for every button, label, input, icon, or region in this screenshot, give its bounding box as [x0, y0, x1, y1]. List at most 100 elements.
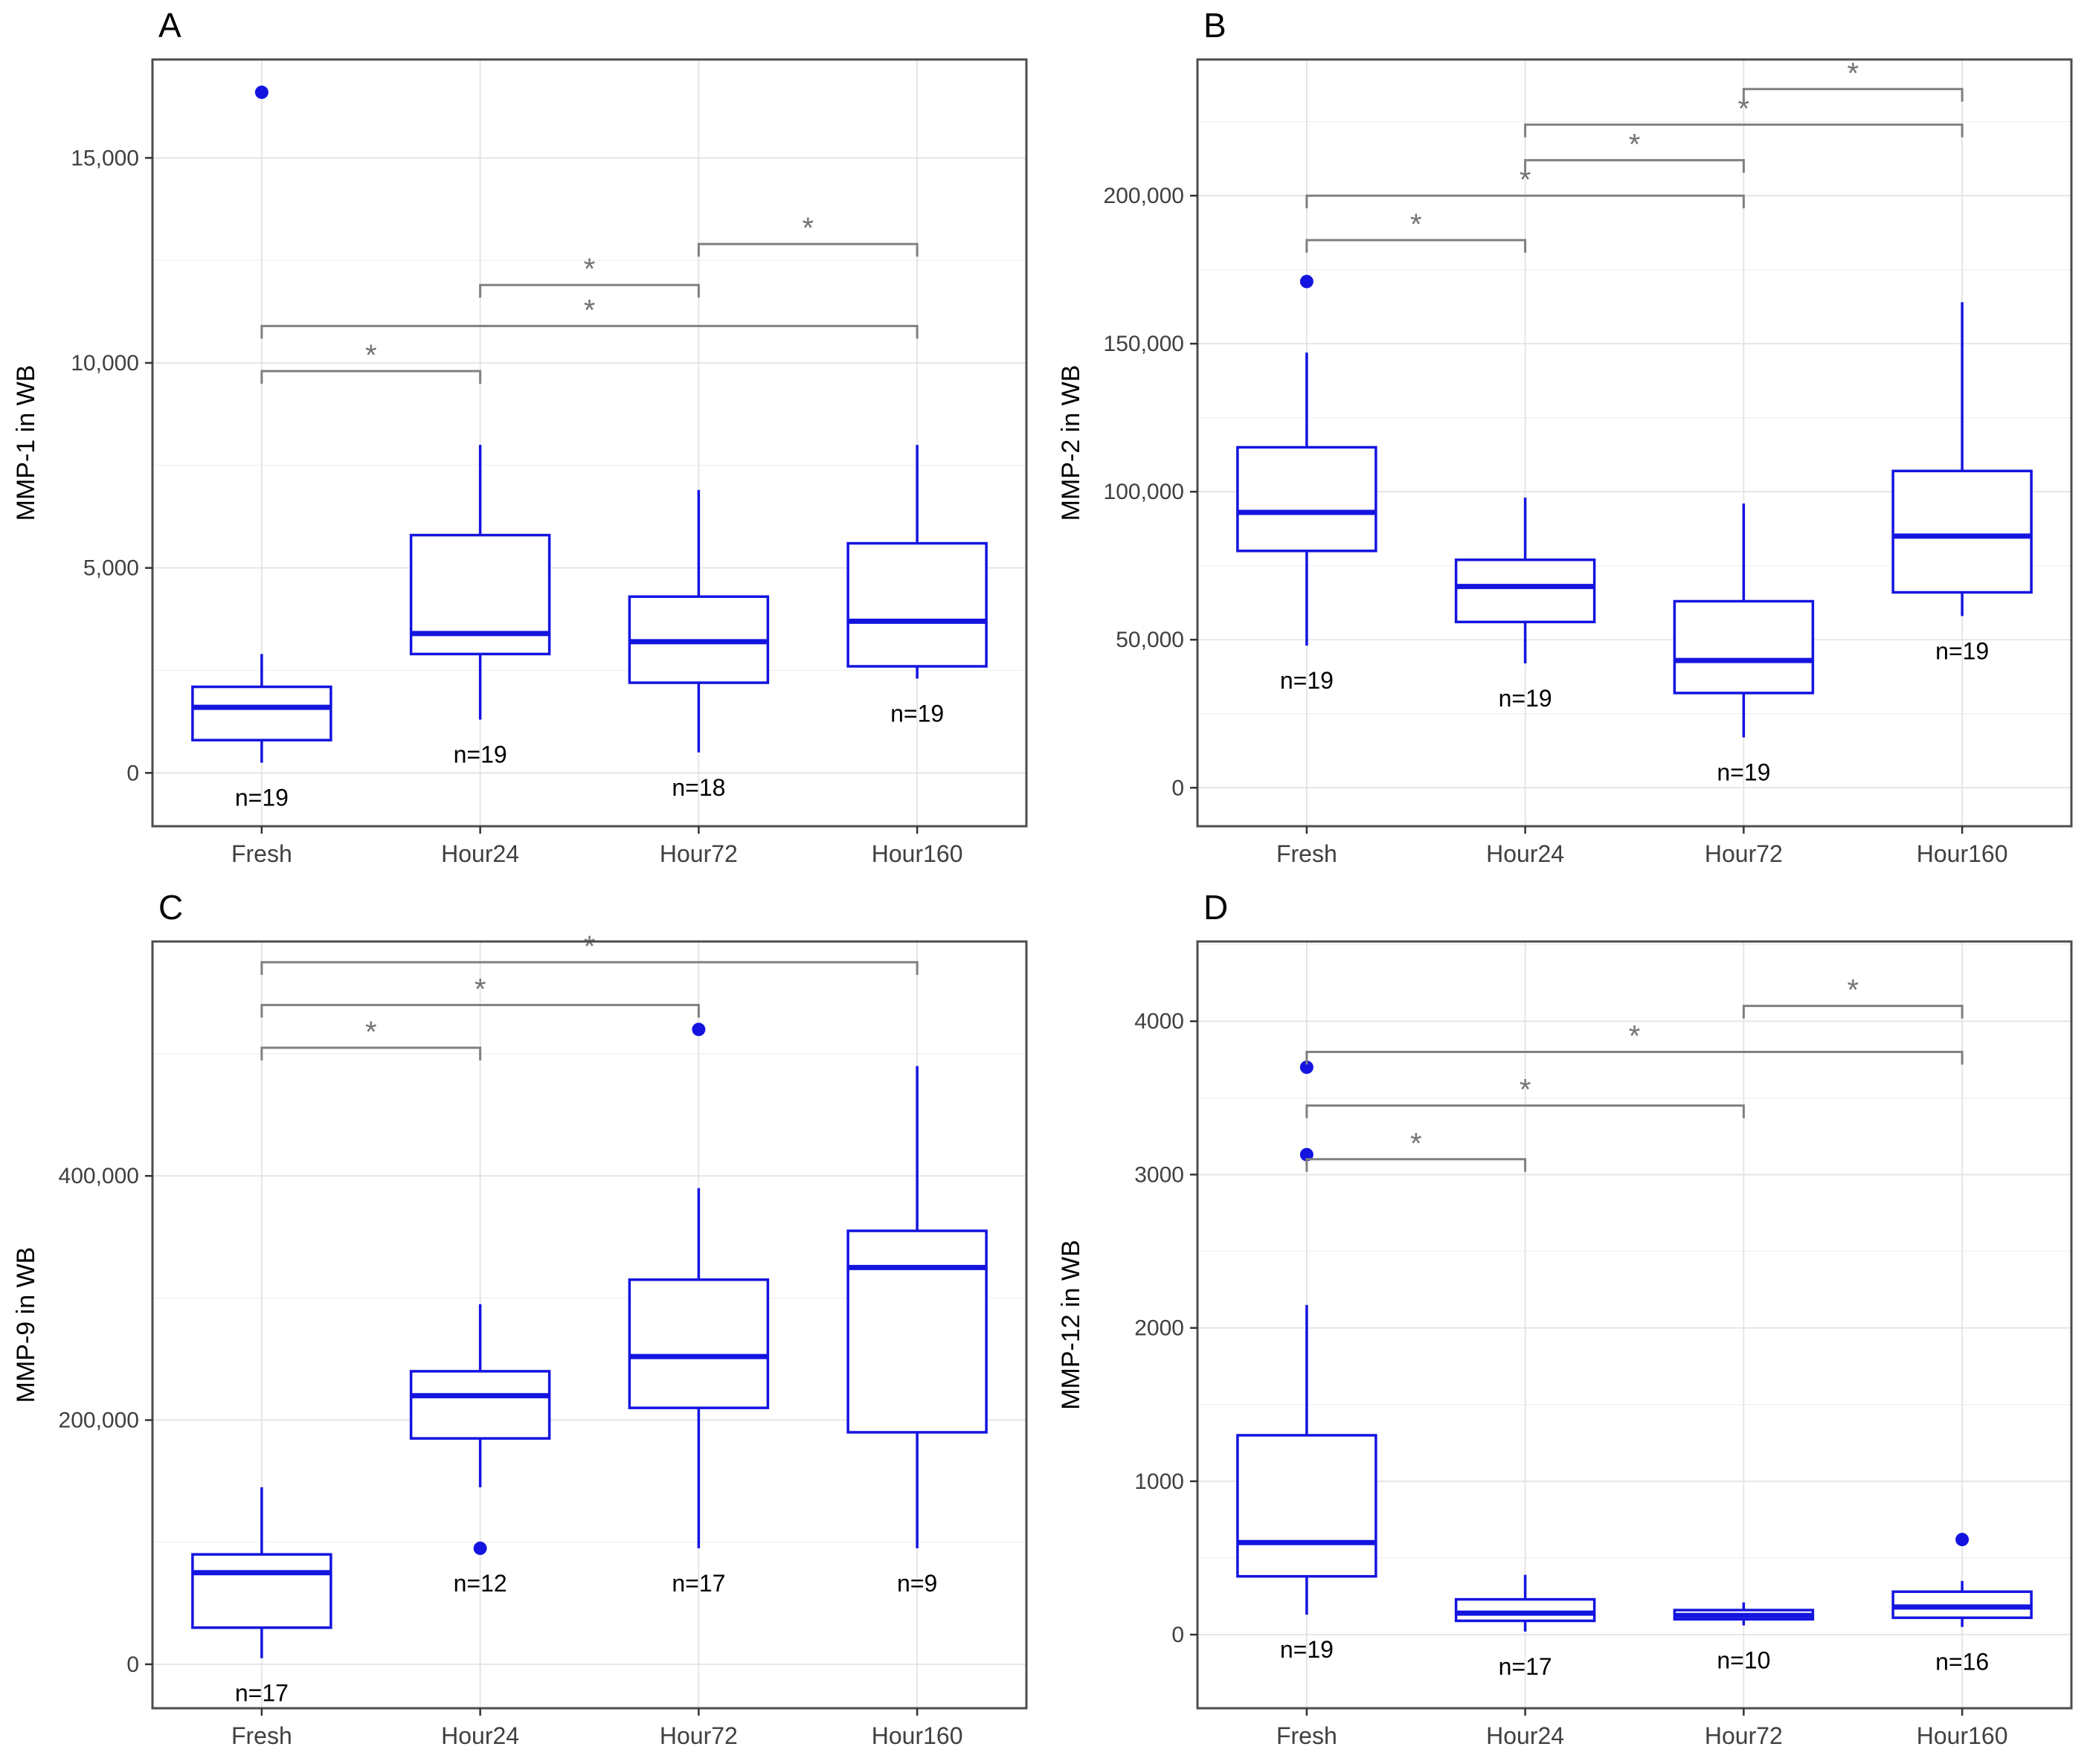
n-label: n=12: [454, 1570, 507, 1597]
y-axis-title: MMP-12 in WB: [1057, 1240, 1085, 1410]
box-iqr: [1454, 558, 1596, 624]
y-axis-title: MMP-2 in WB: [1057, 365, 1085, 521]
outlier-point: [692, 1023, 706, 1037]
box-iqr: [409, 1370, 551, 1440]
y-tick-label: 200,000: [59, 1409, 139, 1433]
bracket-line: [1305, 1104, 1745, 1118]
significance-star: *: [1738, 93, 1750, 126]
boxplot-group-Fresh: n=19: [191, 86, 332, 811]
axes: 0 50,000 100,000 150,000 200,000 Fresh Hour24 H…: [1057, 6, 2073, 867]
n-label: n=19: [1717, 759, 1770, 786]
boxplot-group-Hour160: n=19: [846, 445, 988, 727]
boxplots: n=19 n=19 n=18 n=19: [191, 86, 988, 811]
x-tick-label: Hour72: [1705, 840, 1783, 867]
n-label: n=19: [454, 741, 507, 768]
boxplot-group-Hour72: n=17: [628, 1023, 770, 1597]
panel-border: [151, 58, 1028, 828]
n-label: n=19: [1935, 637, 1989, 664]
x-tick-label: Hour24: [441, 1722, 519, 1749]
boxplots: n=19 n=17 n=10 n=16: [1236, 1060, 2033, 1680]
y-tick-label: 100,000: [1104, 480, 1184, 504]
significance-star: *: [1847, 57, 1859, 90]
panel-b-mmp2: n=19 n=19 n=19 n=19 * * * * * 0 50,000 100,000 150,0…: [1045, 0, 2090, 882]
y-tick-label: 2000: [1134, 1316, 1184, 1341]
panel-border: [1196, 58, 2073, 828]
n-label: n=10: [1717, 1647, 1770, 1674]
panel-letter: A: [158, 6, 181, 45]
boxplot-group-Hour72: n=19: [1673, 503, 1815, 786]
y-tick-label: 0: [1171, 1623, 1184, 1647]
boxplots: n=17 n=12 n=17 n=9: [191, 1023, 988, 1707]
x-tick-label: Fresh: [231, 1722, 292, 1749]
outlier-point: [1299, 1060, 1314, 1075]
panel-letter: D: [1203, 888, 1228, 927]
x-tick-label: Hour24: [1486, 1722, 1564, 1749]
box-iqr: [628, 1278, 770, 1409]
outlier-point: [1299, 1147, 1314, 1162]
box-iqr: [1236, 1434, 1377, 1578]
x-tick-label: Hour72: [1705, 1722, 1783, 1749]
n-label: n=17: [672, 1570, 725, 1597]
bracket-line: [1305, 1050, 1964, 1065]
panel-background: [1045, 882, 2090, 1764]
boxplot-group-Fresh: n=19: [1236, 274, 1377, 694]
boxplot-group-Fresh: n=17: [191, 1487, 332, 1707]
outlier-point: [254, 86, 269, 100]
x-tick-label: Hour72: [660, 840, 738, 867]
outlier-point: [1955, 1533, 1970, 1547]
x-tick-label: Hour160: [872, 840, 963, 867]
y-tick-label: 0: [126, 1652, 139, 1677]
y-tick-label: 10,000: [71, 351, 139, 376]
boxplot-group-Hour24: n=12: [409, 1304, 551, 1597]
y-tick-label: 50,000: [1116, 628, 1184, 652]
y-tick-label: 3000: [1134, 1162, 1184, 1187]
boxplot-group-Hour160: n=9: [846, 1066, 988, 1597]
box-iqr: [846, 1229, 988, 1434]
significance-star: *: [584, 294, 596, 326]
panel-border: [151, 940, 1028, 1710]
axes: 0 5,000 10,000 15,000 Fresh Hour24 Hour72 Hour1…: [12, 6, 1028, 867]
bracket-line: [1305, 194, 1745, 209]
panel-border: [1196, 940, 2073, 1710]
bracket-line: [1524, 158, 1745, 173]
boxplots: n=19 n=19 n=19 n=19: [1236, 274, 2033, 786]
significance-brackets: * * * *: [1305, 974, 1964, 1172]
boxplot-chart-D: n=19 n=17 n=10 n=16 * * * * 0 1000 2000 3000 4000 Fre…: [1045, 882, 2090, 1764]
n-label: n=17: [1499, 1653, 1552, 1680]
bracket-line: [260, 1003, 700, 1018]
n-label: n=19: [1280, 667, 1334, 694]
boxplot-chart-B: n=19 n=19 n=19 n=19 * * * * * 0 50,000 100,000 150,0…: [1045, 0, 2090, 882]
bracket-line: [260, 324, 919, 339]
significance-star: *: [1410, 208, 1422, 241]
significance-star: *: [1629, 128, 1641, 161]
box-iqr: [191, 685, 332, 741]
x-tick-label: Hour24: [1486, 840, 1564, 867]
significance-star: *: [584, 253, 596, 286]
box-iqr: [1236, 445, 1377, 553]
panel-letter: C: [158, 888, 183, 927]
boxplot-chart-A: n=19 n=19 n=18 n=19 * * * * 0 5,000 10,000 15,000 Fr…: [0, 0, 1045, 882]
box-iqr: [409, 533, 551, 656]
panel-letter: B: [1203, 6, 1226, 45]
significance-brackets: * * *: [260, 930, 919, 1060]
significance-star: *: [584, 930, 596, 963]
y-tick-label: 0: [1171, 776, 1184, 800]
bracket-line: [697, 242, 919, 257]
y-tick-label: 0: [126, 761, 139, 785]
significance-brackets: * * * *: [260, 212, 919, 384]
bracket-line: [479, 283, 700, 298]
n-label: n=17: [235, 1680, 289, 1707]
bracket-line: [1742, 1005, 1964, 1019]
box-iqr: [846, 541, 988, 668]
y-tick-label: 1000: [1134, 1470, 1184, 1494]
bracket-line: [260, 1046, 482, 1060]
boxplot-group-Hour72: n=10: [1673, 1602, 1815, 1674]
y-tick-label: 4000: [1134, 1009, 1184, 1034]
panel-a-mmp1: n=19 n=19 n=18 n=19 * * * * 0 5,000 10,000 15,000 Fr…: [0, 0, 1045, 882]
boxplot-group-Hour24: n=19: [409, 445, 551, 768]
n-label: n=19: [1280, 1636, 1334, 1663]
significance-star: *: [365, 339, 377, 372]
bracket-line: [260, 961, 919, 975]
y-tick-label: 150,000: [1104, 332, 1184, 356]
